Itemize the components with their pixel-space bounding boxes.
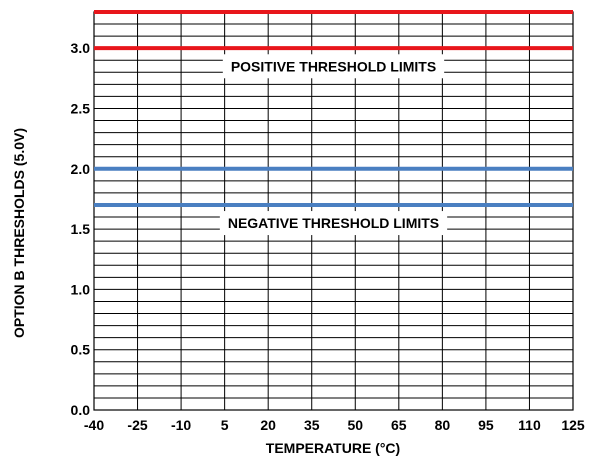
- y-axis-title: OPTION B THRESHOLDS (5.0V): [11, 128, 27, 338]
- y-tick-label: 2.0: [71, 161, 91, 177]
- annotations-layer: POSITIVE THRESHOLD LIMITS NEGATIVE THRESH…: [219, 54, 448, 236]
- y-tick-label: 1.5: [71, 221, 91, 237]
- y-tick-label: 1.0: [71, 281, 91, 297]
- x-tick-label: 65: [391, 417, 407, 433]
- annotation-text: NEGATIVE THRESHOLD LIMITS: [228, 215, 439, 231]
- x-tick-label: 110: [518, 417, 541, 433]
- x-tick-label: -40: [84, 417, 104, 433]
- annotation-background: [222, 54, 445, 79]
- x-tick-label: -10: [171, 417, 191, 433]
- annotation-background: [219, 211, 448, 236]
- y-tick-label: 0.5: [71, 342, 91, 358]
- x-tick-label: 95: [478, 417, 494, 433]
- x-tick-label: 80: [435, 417, 451, 433]
- x-tick-label: 50: [347, 417, 363, 433]
- x-tick-label: -25: [127, 417, 147, 433]
- y-tick-labels: 0.0 0.5 1.0 1.5 2.0 2.5 3.0: [71, 40, 91, 418]
- series-layer: [94, 10, 573, 207]
- annotation-text: POSITIVE THRESHOLD LIMITS: [231, 58, 436, 74]
- annotation-1: POSITIVE THRESHOLD LIMITS: [222, 54, 445, 79]
- x-tick-label: 35: [304, 417, 320, 433]
- x-axis-title: TEMPERATURE (°C): [266, 440, 400, 456]
- y-tick-label: 2.5: [71, 100, 91, 116]
- y-tick-label: 3.0: [71, 40, 91, 56]
- x-tick-label: 5: [221, 417, 229, 433]
- y-tick-label: 0.0: [71, 402, 91, 418]
- x-tick-label: 20: [260, 417, 276, 433]
- annotation-2: NEGATIVE THRESHOLD LIMITS: [219, 211, 448, 236]
- x-tick-labels: -40 -25 -10 5 20 35 50 65 80 95 110 125: [84, 417, 585, 433]
- x-tick-label: 125: [561, 417, 585, 433]
